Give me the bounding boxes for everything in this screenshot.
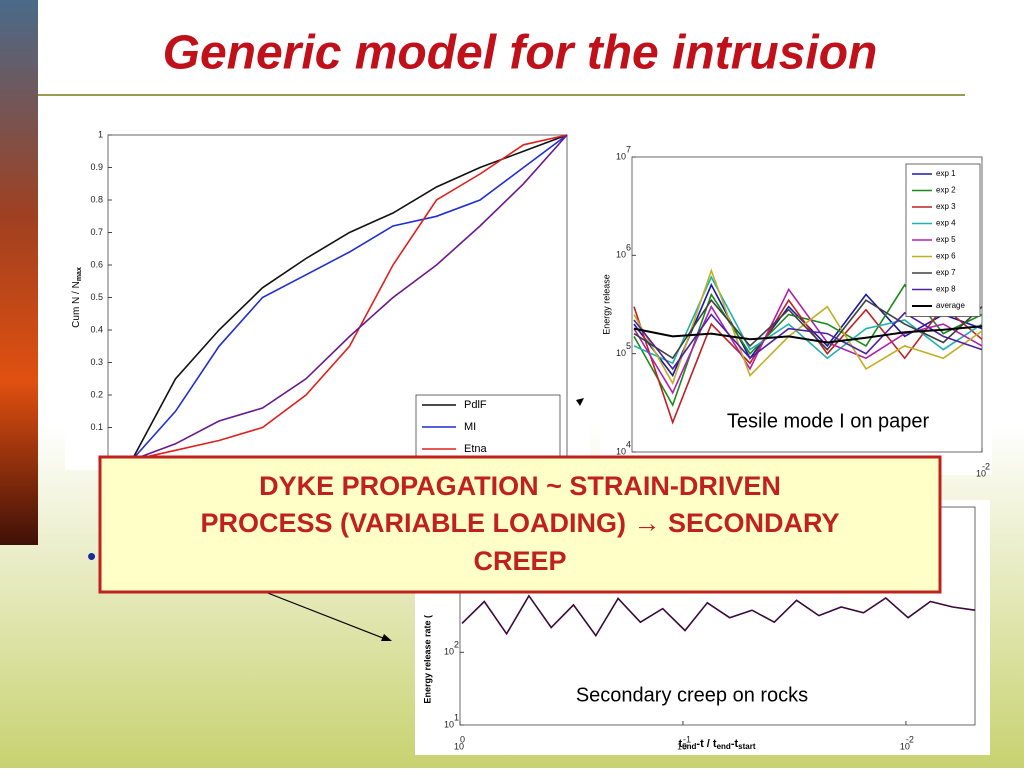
series-line bbox=[633, 325, 983, 344]
arrowhead bbox=[576, 398, 584, 406]
legend-label: exp 4 bbox=[936, 219, 956, 228]
legend-label: exp 2 bbox=[936, 186, 956, 195]
callout-line: CREEP bbox=[473, 546, 566, 576]
arrowhead bbox=[381, 634, 392, 641]
series-line bbox=[131, 134, 568, 461]
legend-label: exp 8 bbox=[936, 285, 956, 294]
series-line bbox=[633, 298, 983, 360]
callout-line: PROCESS (VARIABLE LOADING) → SECONDARY bbox=[200, 508, 839, 538]
tick-label: 0.9 bbox=[90, 162, 103, 172]
tick-label: 10 bbox=[976, 468, 986, 478]
x-axis-label-part: end bbox=[717, 742, 731, 751]
legend-label: exp 1 bbox=[936, 169, 956, 178]
legend-label: exp 7 bbox=[936, 268, 956, 277]
tick-label: 10 bbox=[900, 741, 910, 751]
tick-exponent: 1 bbox=[454, 712, 459, 722]
slide-title: Generic model for the intrusion bbox=[163, 27, 878, 80]
tick-label: 0.7 bbox=[90, 227, 103, 237]
series-line bbox=[633, 275, 983, 365]
x-axis-label-part: -t bbox=[731, 738, 739, 750]
series-line bbox=[131, 134, 568, 461]
tick-label: 0.4 bbox=[90, 324, 103, 334]
chart-caption: Secondary creep on rocks bbox=[576, 684, 808, 706]
chart-caption: Tesile mode I on paper bbox=[727, 410, 930, 432]
y-axis-label-sub: max bbox=[76, 267, 83, 281]
tick-exponent: 4 bbox=[626, 439, 631, 449]
callout-line: DYKE PROPAGATION ~ STRAIN-DRIVEN bbox=[259, 471, 781, 501]
tick-label: 0.3 bbox=[90, 357, 103, 367]
legend-label: average bbox=[936, 301, 965, 310]
caption-bg bbox=[696, 407, 960, 437]
x-axis-label: tend-t / tend-tstart bbox=[679, 738, 756, 751]
tick-label: 10 bbox=[677, 741, 687, 751]
x-axis-label-part: start bbox=[738, 742, 756, 751]
legend-label: Etna bbox=[464, 443, 488, 455]
legend-label: PdlF bbox=[464, 399, 487, 411]
series-line bbox=[131, 134, 568, 461]
tick-label: 10 bbox=[444, 719, 454, 729]
tick-label: 1 bbox=[98, 129, 103, 139]
tick-exponent: 7 bbox=[626, 144, 631, 154]
tick-exponent: 2 bbox=[454, 640, 459, 650]
tick-label: 10 bbox=[444, 647, 454, 657]
tick-label: 10 bbox=[616, 348, 626, 358]
tick-label: 10 bbox=[454, 741, 464, 751]
tick-label: 10 bbox=[616, 250, 626, 260]
bullet: • bbox=[87, 541, 96, 571]
tick-exponent: -2 bbox=[982, 461, 990, 471]
y-axis-label: Energy release rate ( bbox=[422, 615, 432, 704]
legend-label: exp 5 bbox=[936, 235, 956, 244]
caption-bg bbox=[560, 681, 824, 711]
tick-exponent: 6 bbox=[626, 243, 631, 253]
tick-label: 0.6 bbox=[90, 259, 103, 269]
legend-label: exp 6 bbox=[936, 252, 956, 261]
x-axis-label-part: end bbox=[682, 742, 696, 751]
series-line bbox=[461, 594, 976, 638]
series-line bbox=[633, 287, 983, 395]
tick-exponent: -2 bbox=[906, 734, 914, 744]
tick-label: 10 bbox=[616, 151, 626, 161]
x-axis-label-part: t bbox=[679, 738, 683, 750]
legend-label: MI bbox=[464, 421, 476, 433]
callout-box bbox=[98, 455, 942, 594]
tick-label: 10 bbox=[616, 446, 626, 456]
tick-label: 0.2 bbox=[90, 389, 103, 399]
tick-exponent: 0 bbox=[460, 734, 465, 744]
series-line bbox=[131, 134, 568, 461]
y-axis-label: Energy release bbox=[601, 274, 611, 335]
arrow bbox=[259, 589, 389, 641]
tick-label: 0.1 bbox=[90, 422, 103, 432]
series-line bbox=[633, 268, 983, 386]
y-axis-label: Cum N / Nmax bbox=[71, 267, 83, 328]
series-line bbox=[633, 311, 983, 371]
tick-exponent: 5 bbox=[626, 341, 631, 351]
tick-exponent: -1 bbox=[683, 734, 691, 744]
tick-label: 0.5 bbox=[90, 292, 103, 302]
tick-label: 0.8 bbox=[90, 194, 103, 204]
side-image bbox=[0, 0, 38, 545]
y-axis-label: Cum N / N bbox=[71, 281, 82, 328]
x-axis-label-part: -t / t bbox=[696, 738, 716, 750]
legend-label: exp 3 bbox=[936, 202, 956, 211]
plot-area bbox=[631, 156, 983, 453]
